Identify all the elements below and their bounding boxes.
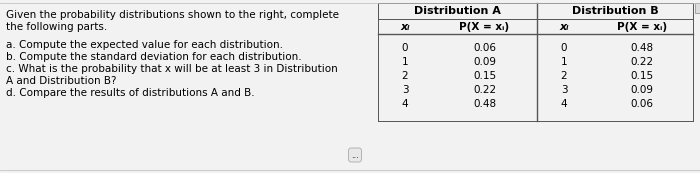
FancyBboxPatch shape bbox=[695, 3, 700, 13]
Text: 3: 3 bbox=[402, 85, 408, 95]
Text: 0.48: 0.48 bbox=[631, 43, 654, 53]
Text: 4: 4 bbox=[402, 99, 408, 109]
Text: 3: 3 bbox=[561, 85, 567, 95]
Text: 0.06: 0.06 bbox=[473, 43, 496, 53]
Text: 1: 1 bbox=[561, 57, 567, 67]
Text: Given the probability distributions shown to the right, complete: Given the probability distributions show… bbox=[6, 10, 339, 20]
Text: A and Distribution B?: A and Distribution B? bbox=[6, 76, 116, 86]
Text: a. Compute the expected value for each distribution.: a. Compute the expected value for each d… bbox=[6, 40, 283, 50]
Text: xᵢ: xᵢ bbox=[400, 21, 410, 31]
Text: 0.09: 0.09 bbox=[473, 57, 496, 67]
Text: P(X = xᵢ): P(X = xᵢ) bbox=[459, 21, 510, 31]
Text: 0.15: 0.15 bbox=[631, 71, 654, 81]
Text: 2: 2 bbox=[561, 71, 567, 81]
Text: 1: 1 bbox=[402, 57, 408, 67]
Text: 0.48: 0.48 bbox=[473, 99, 496, 109]
Text: 0.09: 0.09 bbox=[631, 85, 654, 95]
Text: 0: 0 bbox=[402, 43, 408, 53]
Text: c. What is the probability that x will be at least 3 in Distribution: c. What is the probability that x will b… bbox=[6, 64, 337, 74]
Text: b. Compute the standard deviation for each distribution.: b. Compute the standard deviation for ea… bbox=[6, 52, 302, 62]
Text: xᵢ: xᵢ bbox=[559, 21, 569, 31]
Text: 0.15: 0.15 bbox=[473, 71, 496, 81]
Text: 4: 4 bbox=[561, 99, 567, 109]
Text: Distribution A: Distribution A bbox=[414, 6, 501, 16]
Text: 0.22: 0.22 bbox=[473, 85, 496, 95]
Text: ...: ... bbox=[351, 151, 359, 160]
Text: Distribution B: Distribution B bbox=[572, 6, 658, 16]
Text: P(X = xᵢ): P(X = xᵢ) bbox=[617, 21, 667, 31]
Text: d. Compare the results of distributions A and B.: d. Compare the results of distributions … bbox=[6, 88, 255, 98]
Text: 0.22: 0.22 bbox=[631, 57, 654, 67]
Text: the following parts.: the following parts. bbox=[6, 22, 107, 32]
Text: 2: 2 bbox=[402, 71, 408, 81]
Text: 0: 0 bbox=[561, 43, 567, 53]
Text: 0.06: 0.06 bbox=[631, 99, 654, 109]
